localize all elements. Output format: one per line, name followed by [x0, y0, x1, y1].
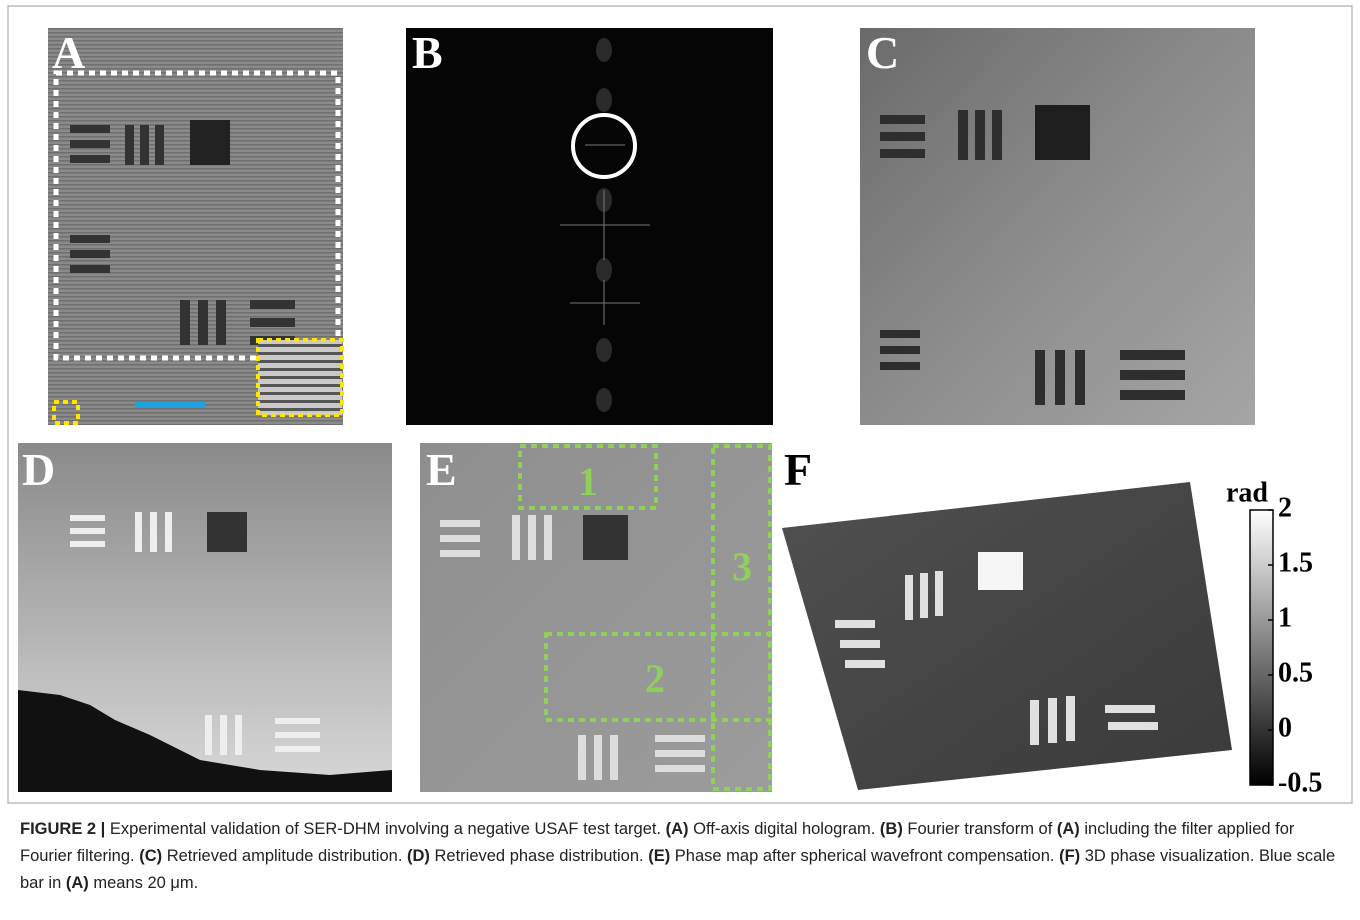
colorbar-tick-label: 1 — [1278, 602, 1292, 633]
panel-a — [48, 28, 343, 425]
wrap-defect — [583, 515, 628, 560]
colorbar-label: rad — [1226, 477, 1268, 508]
caption-text: Retrieved phase distribution. — [430, 847, 648, 865]
caption-bold: (F) — [1059, 847, 1080, 865]
panel-c — [860, 28, 1255, 425]
wrap-defect — [207, 512, 247, 552]
panel-label: E — [426, 444, 457, 495]
figure: A B C D E F 1 2 3 rad 2 1.5 1 0.5 0 -0.5 — [0, 0, 1360, 810]
caption-text: Experimental validation of SER-DHM invol… — [105, 820, 665, 838]
panel-f — [782, 482, 1273, 790]
fourier-image — [406, 28, 773, 425]
caption-bold: (C) — [139, 847, 162, 865]
panel-label: D — [22, 444, 55, 495]
panel-label: A — [52, 27, 85, 78]
region-label: 1 — [578, 459, 598, 504]
caption-bold: FIGURE 2 | — [20, 820, 105, 838]
caption-text: Fourier transform of — [903, 820, 1057, 838]
caption-bold: (A) — [1057, 820, 1080, 838]
caption-text: Phase map after spherical wavefront comp… — [670, 847, 1059, 865]
panel-d — [18, 443, 392, 792]
caption-bold: (D) — [407, 847, 430, 865]
panel-b — [406, 28, 773, 425]
phase-surface — [782, 482, 1232, 790]
colorbar-tick-label: 1.5 — [1278, 547, 1313, 578]
region-label: 3 — [732, 544, 752, 589]
caption-bold: (A) — [666, 820, 689, 838]
caption-bold: (B) — [880, 820, 903, 838]
caption-text: Retrieved amplitude distribution. — [162, 847, 407, 865]
panel-label: C — [866, 27, 899, 78]
caption: FIGURE 2 | Experimental validation of SE… — [20, 816, 1340, 897]
caption-text: means 20 μm. — [89, 874, 198, 892]
colorbar-tick-label: 2 — [1278, 492, 1292, 523]
panel-label: F — [784, 444, 812, 495]
caption-text: Off-axis digital hologram. — [689, 820, 880, 838]
colorbar-tick-label: 0.5 — [1278, 657, 1313, 688]
colorbar — [1250, 510, 1273, 785]
caption-bold: (E) — [648, 847, 670, 865]
caption-bold: (A) — [66, 874, 89, 892]
colorbar-tick-label: -0.5 — [1278, 767, 1322, 798]
page: {"panels": [{"label": "A"}, {"label": "B… — [0, 0, 1360, 920]
zoom-inset — [258, 340, 342, 415]
colorbar-tick-label: 0 — [1278, 712, 1292, 743]
panel-label: B — [412, 27, 443, 78]
region-label: 2 — [645, 656, 665, 701]
